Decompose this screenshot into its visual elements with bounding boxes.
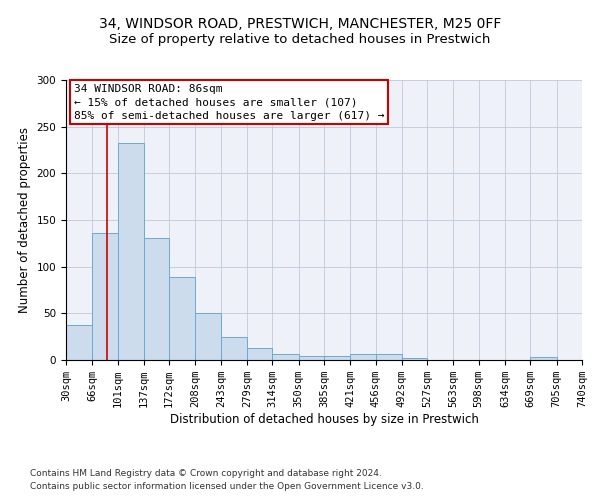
Bar	[402, 358, 427, 360]
Bar	[144, 238, 169, 360]
Y-axis label: Number of detached properties: Number of detached properties	[18, 127, 31, 313]
Text: Size of property relative to detached houses in Prestwich: Size of property relative to detached ho…	[109, 32, 491, 46]
Bar	[221, 336, 247, 360]
Bar	[169, 277, 196, 360]
Text: Contains HM Land Registry data © Crown copyright and database right 2024.: Contains HM Land Registry data © Crown c…	[30, 468, 382, 477]
Bar	[530, 357, 557, 360]
Bar	[247, 348, 272, 360]
Bar	[376, 354, 402, 360]
Text: 34 WINDSOR ROAD: 86sqm
← 15% of detached houses are smaller (107)
85% of semi-de: 34 WINDSOR ROAD: 86sqm ← 15% of detached…	[74, 84, 384, 120]
Text: Contains public sector information licensed under the Open Government Licence v3: Contains public sector information licen…	[30, 482, 424, 491]
Bar	[66, 326, 92, 360]
Bar	[324, 356, 350, 360]
Bar	[118, 144, 144, 360]
Bar	[196, 314, 221, 360]
Bar	[350, 354, 376, 360]
Text: 34, WINDSOR ROAD, PRESTWICH, MANCHESTER, M25 0FF: 34, WINDSOR ROAD, PRESTWICH, MANCHESTER,…	[99, 18, 501, 32]
X-axis label: Distribution of detached houses by size in Prestwich: Distribution of detached houses by size …	[170, 413, 478, 426]
Bar	[272, 354, 299, 360]
Bar	[299, 356, 324, 360]
Bar	[92, 233, 118, 360]
